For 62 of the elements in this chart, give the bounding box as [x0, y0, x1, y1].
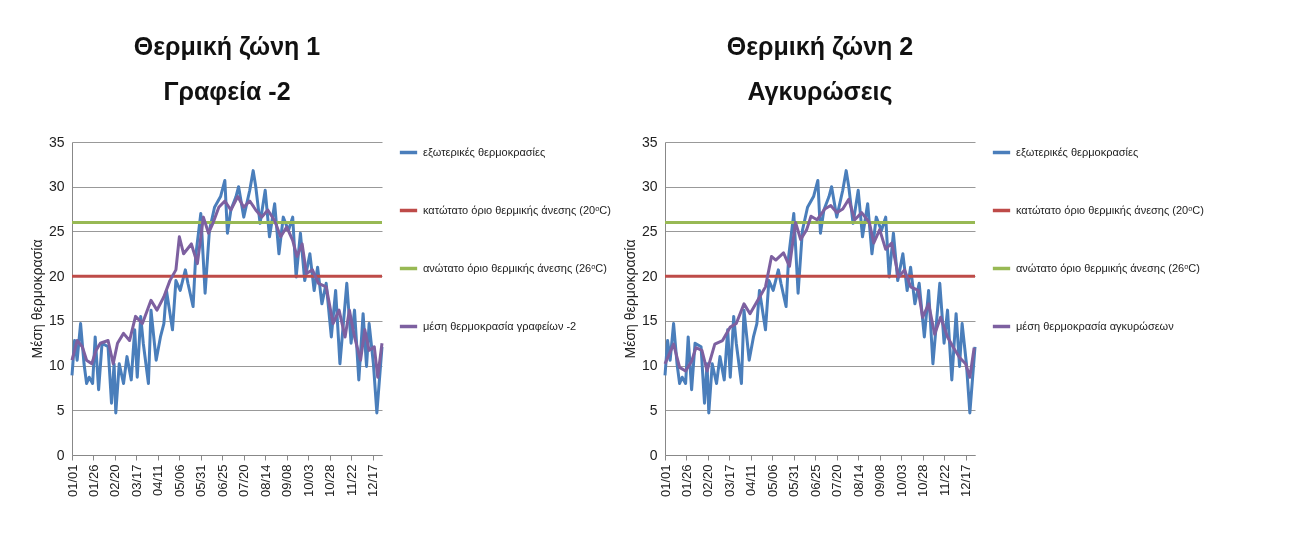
y-tick-label: 10	[641, 357, 658, 374]
x-tick-label: 03/17	[128, 464, 144, 498]
y-tick-label: 30	[48, 178, 65, 195]
x-tick-label: 05/06	[764, 464, 780, 498]
x-tick-label: 07/20	[829, 464, 845, 498]
x-tick-label: 10/03	[300, 464, 316, 498]
x-tick-label: 05/31	[786, 464, 802, 498]
x-tick-label: 11/22	[936, 464, 952, 497]
x-tick-label: 12/17	[958, 464, 974, 498]
x-tick-label: 06/25	[807, 464, 823, 498]
x-tick-label: 10/03	[893, 464, 909, 498]
y-tick-label: 20	[48, 267, 65, 284]
y-tick-label: 10	[48, 357, 65, 374]
x-tick-label: 05/31	[193, 464, 209, 498]
y-tick-label: 20	[641, 267, 658, 284]
x-tick-label: 09/08	[279, 464, 295, 498]
legend-label: εξωτερικές θερμοκρασίες	[1016, 145, 1139, 158]
x-tick-label: 01/26	[85, 464, 101, 498]
y-tick-label: 25	[641, 222, 658, 239]
x-tick-label: 03/17	[721, 464, 737, 498]
x-tick-label: 06/25	[214, 464, 230, 498]
y-tick-label: 35	[48, 133, 65, 150]
x-tick-label: 02/20	[700, 464, 716, 498]
x-tick-label: 01/26	[678, 464, 694, 498]
line-series	[70, 195, 384, 379]
y-tick-label: 0	[56, 446, 65, 463]
y-tick-label: 0	[649, 446, 658, 463]
y-tick-label: 5	[56, 401, 65, 418]
x-tick-label: 08/14	[850, 464, 866, 498]
x-tick-label: 02/20	[107, 464, 123, 498]
chart-title: Θερμική ζώνη 1	[133, 32, 321, 60]
line-series	[663, 197, 976, 379]
legend-label: κατώτατο όριο θερμικής άνεσης (20ᵒC)	[1016, 203, 1204, 216]
x-tick-label: 05/06	[171, 464, 187, 498]
chart-title: Θερμική ζώνη 2	[726, 32, 914, 60]
chart-subtitle: Γραφεία -2	[163, 77, 291, 105]
y-tick-label: 25	[48, 222, 65, 239]
legend-label: ανώτατο όριο θερμικής άνεσης (26ᵒC)	[1016, 261, 1200, 274]
x-tick-label: 11/22	[343, 464, 359, 497]
x-tick-label: 10/28	[322, 464, 338, 498]
x-tick-label: 09/08	[872, 464, 888, 498]
legend-label: ανώτατο όριο θερμικής άνεσης (26ᵒC)	[423, 261, 607, 274]
legend-label: εξωτερικές θερμοκρασίες	[423, 145, 546, 158]
y-tick-label: 35	[641, 133, 658, 150]
x-tick-label: 01/01	[64, 464, 80, 498]
y-tick-label: 15	[48, 312, 65, 329]
y-axis-title: Μέση θερμοκρασία	[28, 239, 45, 359]
x-tick-label: 04/11	[743, 464, 759, 497]
y-axis-title: Μέση θερμοκρασία	[621, 239, 638, 359]
y-tick-label: 5	[649, 401, 658, 418]
x-tick-label: 07/20	[236, 464, 252, 498]
y-tick-label: 15	[641, 312, 658, 329]
x-tick-label: 10/28	[915, 464, 931, 498]
x-tick-label: 08/14	[257, 464, 273, 498]
legend-label: κατώτατο όριο θερμικής άνεσης (20ᵒC)	[423, 203, 611, 216]
legend-label: μέση θερμοκρασία γραφείων -2	[423, 319, 577, 332]
x-tick-label: 01/01	[657, 464, 673, 498]
chart-subtitle: Αγκυρώσεις	[747, 77, 893, 106]
y-tick-label: 30	[641, 178, 658, 195]
legend-label: μέση θερμοκρασία αγκυρώσεων	[1016, 319, 1175, 332]
x-tick-label: 12/17	[365, 464, 381, 498]
x-tick-label: 04/11	[150, 464, 166, 497]
